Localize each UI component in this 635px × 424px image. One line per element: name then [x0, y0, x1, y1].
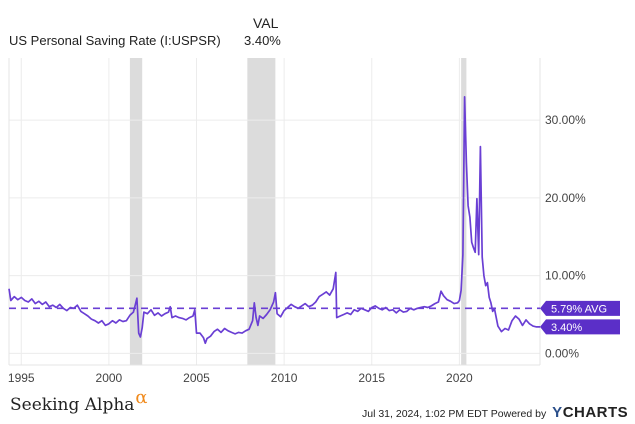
x-tick-label: 2010 [271, 371, 298, 385]
alpha-icon: α [135, 387, 148, 408]
y-tick-label: 30.00% [545, 113, 586, 127]
last-value-badge: 3.40% [540, 319, 620, 335]
x-tick-label: 1995 [8, 371, 35, 385]
series-name[interactable]: US Personal Saving Rate (I:USPSR) [9, 33, 221, 48]
y-tick-label: 20.00% [545, 191, 586, 205]
ycharts-logo[interactable]: YCHARTS [552, 404, 628, 421]
average-badge-shape [540, 300, 620, 316]
recession-band [129, 58, 143, 365]
ycharts-logo-y: Y [552, 404, 563, 421]
x-axis-ticks: 1995 2000 2005 2010 2015 2020 [8, 371, 473, 385]
series-current-value: 3.40% [244, 33, 281, 48]
last-value-badge-label: 3.40% [551, 322, 582, 334]
value-column-header: VAL [253, 15, 279, 31]
y-tick-label: 0.00% [545, 346, 579, 360]
grid-lines [8, 58, 541, 366]
attribution: Jul 31, 2024, 1:02 PM EDT Powered by YCH… [362, 404, 628, 421]
y-tick-label: 10.00% [545, 269, 586, 283]
series-line[interactable] [8, 96, 540, 345]
recession-band [247, 58, 276, 365]
value-badges: 5.79% AVG 3.40% [540, 300, 620, 335]
average-badge-label: 5.79% AVG [551, 303, 607, 315]
y-axis-ticks: 0.00% 10.00% 20.00% 30.00% [545, 113, 586, 360]
ycharts-logo-text: CHARTS [562, 404, 629, 421]
x-tick-label: 2005 [183, 371, 210, 385]
x-tick-label: 2020 [446, 371, 473, 385]
recession-bands [129, 58, 467, 365]
brand-name: Seeking Alpha [10, 395, 135, 415]
chart-header: VAL US Personal Saving Rate (I:USPSR) 3.… [0, 0, 635, 56]
last-value-badge-shape [540, 319, 620, 335]
x-tick-label: 2000 [96, 371, 123, 385]
timestamp: Jul 31, 2024, 1:02 PM EDT Powered by [362, 408, 547, 420]
x-tick-label: 2015 [358, 371, 385, 385]
average-badge: 5.79% AVG [540, 300, 620, 316]
seeking-alpha-logo[interactable]: Seeking Alphaα [10, 387, 148, 415]
